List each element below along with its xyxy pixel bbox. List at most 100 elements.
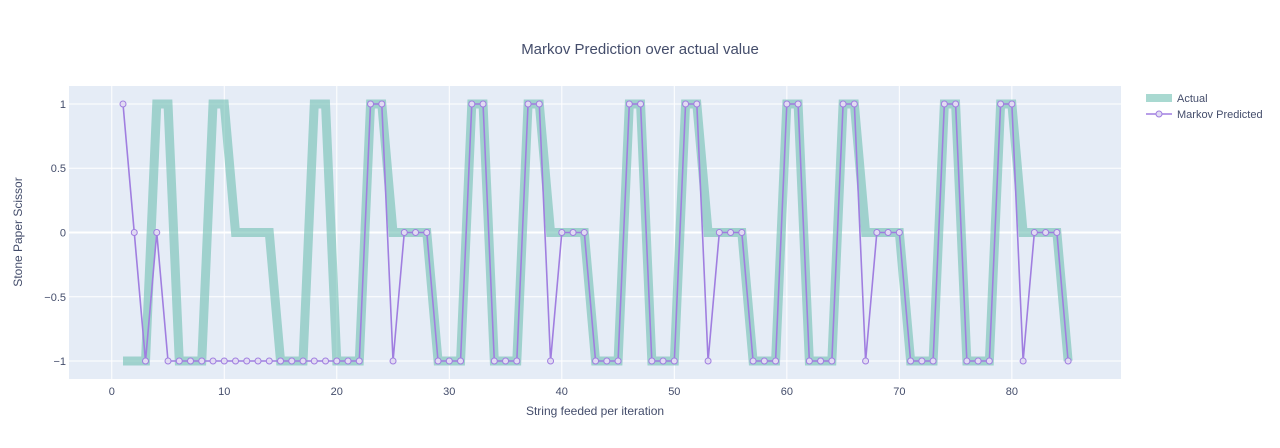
markov-predicted-point[interactable] [535, 100, 543, 108]
markov-predicted-point[interactable] [164, 357, 172, 365]
markov-predicted-point[interactable] [749, 357, 757, 365]
markov-predicted-point[interactable] [524, 100, 532, 108]
markov-predicted-point[interactable] [670, 357, 678, 365]
chart-title: Markov Prediction over actual value [521, 41, 759, 58]
markov-predicted-point[interactable] [333, 357, 341, 365]
markov-predicted-point[interactable] [850, 100, 858, 108]
markov-predicted-point[interactable] [918, 357, 926, 365]
markov-predicted-point[interactable] [130, 229, 138, 236]
markov-predicted-point[interactable] [693, 100, 701, 108]
markov-predicted-point[interactable] [794, 100, 802, 108]
markov-predicted-point[interactable] [682, 100, 690, 108]
x-tick-label: 0 [109, 386, 115, 398]
markov-predicted-point[interactable] [625, 100, 633, 108]
markov-predicted-point[interactable] [940, 100, 948, 108]
x-tick-label: 20 [331, 386, 343, 398]
markov-predicted-point[interactable] [389, 357, 397, 365]
markov-predicted-point[interactable] [299, 357, 307, 365]
markov-predicted-point[interactable] [727, 229, 735, 236]
markov-predicted-point[interactable] [603, 357, 611, 365]
markov-predicted-point[interactable] [1053, 229, 1061, 236]
markov-predicted-point[interactable] [592, 357, 600, 365]
markov-predicted-point[interactable] [884, 229, 892, 236]
markov-predicted-point[interactable] [963, 357, 971, 365]
markov-predicted-point[interactable] [659, 357, 667, 365]
legend-item-markov-predicted[interactable]: Markov Predicted [1146, 109, 1263, 121]
markov-predicted-point[interactable] [265, 357, 273, 365]
markov-predicted-point[interactable] [805, 357, 813, 365]
markov-predicted-point[interactable] [839, 100, 847, 108]
markov-predicted-point[interactable] [907, 357, 915, 365]
series-layer [119, 99, 1073, 366]
markov-predicted-point[interactable] [1042, 229, 1050, 236]
y-tick-label: 1 [60, 99, 66, 111]
markov-predicted-point[interactable] [558, 229, 566, 236]
markov-predicted-point[interactable] [637, 100, 645, 108]
markov-predicted-point[interactable] [175, 357, 183, 365]
markov-predicted-point[interactable] [1030, 229, 1038, 236]
markov-predicted-point[interactable] [153, 229, 161, 236]
markov-predicted-point[interactable] [344, 357, 352, 365]
markov-predicted-point[interactable] [648, 357, 656, 365]
markov-predicted-point[interactable] [142, 357, 150, 365]
markov-predicted-point[interactable] [738, 229, 746, 236]
markov-predicted-point[interactable] [1064, 357, 1072, 365]
x-tick-label: 70 [893, 386, 905, 398]
markov-predicted-point[interactable] [580, 229, 588, 236]
markov-predicted-point[interactable] [277, 357, 285, 365]
markov-predicted-point[interactable] [367, 100, 375, 108]
markov-predicted-point[interactable] [760, 357, 768, 365]
markov-predicted-point[interactable] [209, 357, 217, 365]
markov-predicted-point[interactable] [895, 229, 903, 236]
markov-predicted-point[interactable] [1008, 100, 1016, 108]
markov-predicted-point[interactable] [220, 357, 228, 365]
markov-predicted-point[interactable] [974, 357, 982, 365]
markov-predicted-point[interactable] [232, 357, 240, 365]
markov-predicted-point[interactable] [513, 357, 521, 365]
markov-predicted-point[interactable] [412, 229, 420, 236]
y-tick-label: −1 [53, 356, 66, 368]
markov-predicted-point[interactable] [1019, 357, 1027, 365]
markov-predicted-point[interactable] [198, 357, 206, 365]
y-tick-label: −0.5 [44, 292, 66, 304]
markov-predicted-point[interactable] [322, 357, 330, 365]
markov-predicted-point[interactable] [423, 229, 431, 236]
markov-predicted-point[interactable] [479, 100, 487, 108]
markov-predicted-point[interactable] [772, 357, 780, 365]
legend-item-actual[interactable]: Actual [1146, 93, 1208, 105]
markov-predicted-point[interactable] [997, 100, 1005, 108]
markov-predicted-point[interactable] [985, 357, 993, 365]
markov-predicted-point[interactable] [569, 229, 577, 236]
markov-predicted-point[interactable] [704, 357, 712, 365]
markov-predicted-point[interactable] [547, 357, 555, 365]
markov-predicted-point[interactable] [243, 357, 251, 365]
markov-predicted-point[interactable] [490, 357, 498, 365]
x-tick-label: 30 [443, 386, 455, 398]
markov-predicted-point[interactable] [400, 229, 408, 236]
markov-predicted-point[interactable] [783, 100, 791, 108]
markov-predicted-point[interactable] [468, 100, 476, 108]
markov-predicted-point[interactable] [378, 100, 386, 108]
markov-predicted-point[interactable] [288, 357, 296, 365]
markov-predicted-point[interactable] [828, 357, 836, 365]
markov-predicted-point[interactable] [457, 357, 465, 365]
markov-predicted-point[interactable] [952, 100, 960, 108]
y-axis-ticks: −1 −0.5 0 0.5 1 [44, 99, 66, 368]
markov-predicted-point[interactable] [254, 357, 262, 365]
x-axis-ticks: 0 10 20 30 40 50 60 70 80 [109, 386, 1018, 398]
markov-predicted-point[interactable] [434, 357, 442, 365]
markov-predicted-point[interactable] [445, 357, 453, 365]
markov-predicted-point[interactable] [873, 229, 881, 236]
markov-predicted-point[interactable] [929, 357, 937, 365]
markov-predicted-point[interactable] [614, 357, 622, 365]
markov-predicted-point[interactable] [862, 357, 870, 365]
markov-predicted-point[interactable] [187, 357, 195, 365]
markov-predicted-point[interactable] [715, 229, 723, 236]
markov-predicted-point[interactable] [817, 357, 825, 365]
x-tick-label: 50 [668, 386, 680, 398]
markov-predicted-point[interactable] [119, 100, 127, 108]
markov-predicted-point[interactable] [310, 357, 318, 365]
markov-predicted-point[interactable] [355, 357, 363, 365]
markov-predicted-point[interactable] [502, 357, 510, 365]
